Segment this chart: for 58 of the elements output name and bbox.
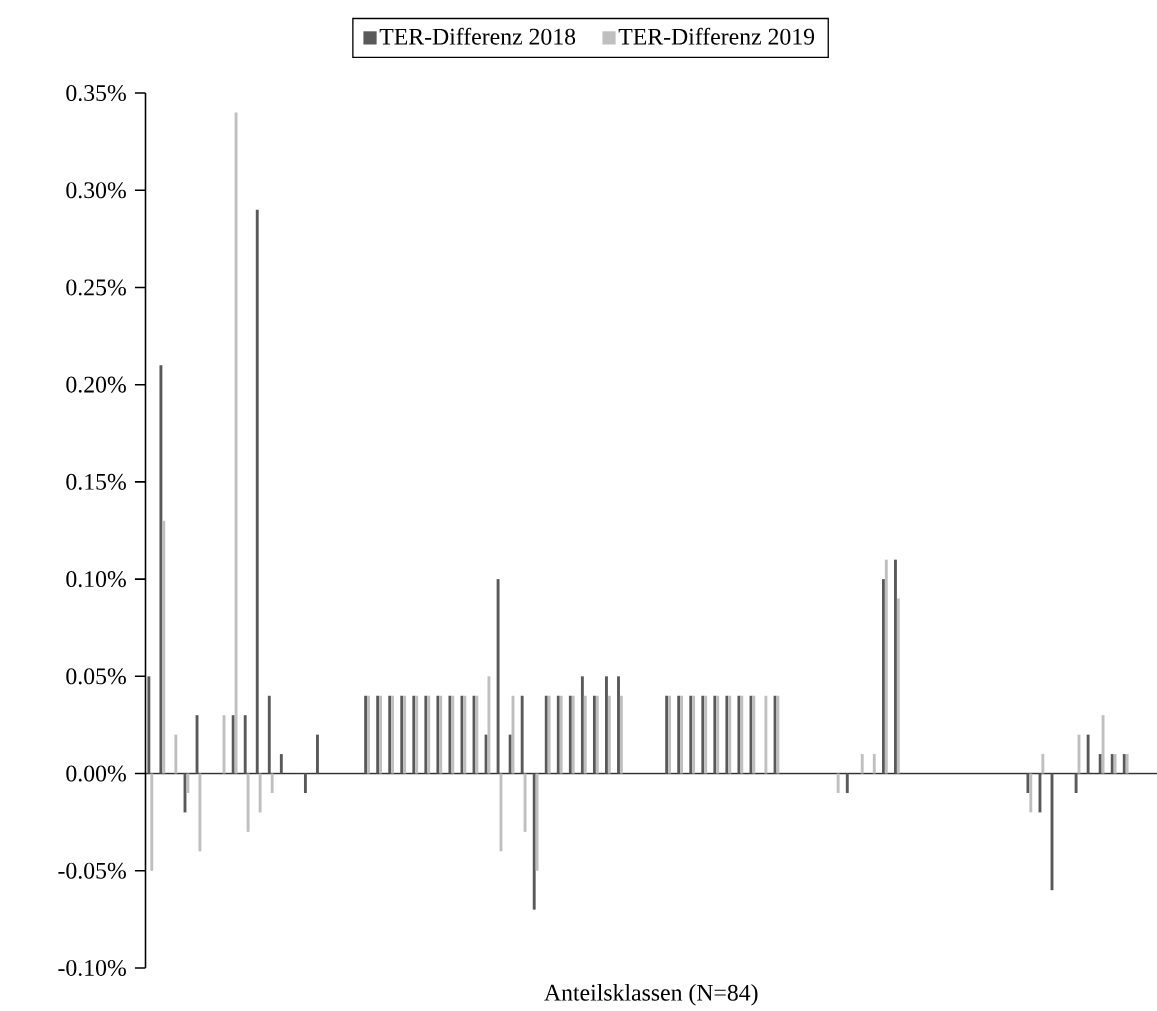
bar xyxy=(605,676,608,774)
bar xyxy=(159,365,163,774)
bar xyxy=(1098,754,1102,774)
bar xyxy=(258,773,262,813)
x-axis-title: Anteilsklassen (N=84) xyxy=(544,984,758,1006)
bar xyxy=(1101,715,1105,774)
bar xyxy=(532,773,536,910)
bar xyxy=(607,695,611,774)
bar xyxy=(162,521,166,774)
bar xyxy=(894,559,897,774)
bar xyxy=(231,715,235,774)
legend-label: TER-Differenz 2018 xyxy=(379,28,576,45)
bar xyxy=(845,773,849,794)
bar xyxy=(872,754,876,774)
bar xyxy=(198,773,202,852)
bar xyxy=(860,754,864,774)
bar xyxy=(836,773,840,794)
bar xyxy=(267,695,271,774)
bar xyxy=(487,676,491,774)
bar xyxy=(303,773,307,794)
bar xyxy=(1086,734,1090,774)
bar xyxy=(147,676,151,774)
y-tick-label: -0.05% xyxy=(58,862,126,880)
bar xyxy=(270,773,274,794)
bar xyxy=(496,579,500,774)
bar xyxy=(764,695,768,774)
bar xyxy=(246,773,250,833)
legend-label: TER-Differenz 2019 xyxy=(618,28,815,45)
bar xyxy=(580,676,584,774)
bar xyxy=(508,734,512,774)
bar xyxy=(1029,773,1033,813)
y-tick-label: 0.15% xyxy=(66,474,126,491)
bar xyxy=(243,715,247,774)
bar xyxy=(150,773,154,871)
bar xyxy=(520,695,524,774)
bar xyxy=(881,579,885,774)
y-tick-label: 0.25% xyxy=(66,279,126,296)
bar xyxy=(896,598,900,774)
bar xyxy=(619,695,623,774)
bar xyxy=(316,734,319,774)
bar xyxy=(1041,754,1045,774)
bar xyxy=(255,209,259,774)
bar xyxy=(884,559,888,774)
bar xyxy=(174,734,178,774)
bar xyxy=(1026,773,1030,794)
y-tick-label: 0.35% xyxy=(66,85,126,102)
bar xyxy=(617,676,620,774)
y-tick-label: 0.05% xyxy=(66,668,126,685)
bar xyxy=(186,773,190,794)
bar xyxy=(583,695,587,774)
y-tick-label: -0.10% xyxy=(58,960,126,977)
y-tick-label: 0.20% xyxy=(66,376,126,393)
y-tick-label: 0.10% xyxy=(66,571,126,588)
y-tick-label: 0.00% xyxy=(66,765,126,782)
bar xyxy=(279,754,283,774)
bar xyxy=(535,773,539,871)
bar xyxy=(1074,773,1078,794)
y-tick-label: 0.30% xyxy=(66,182,126,199)
